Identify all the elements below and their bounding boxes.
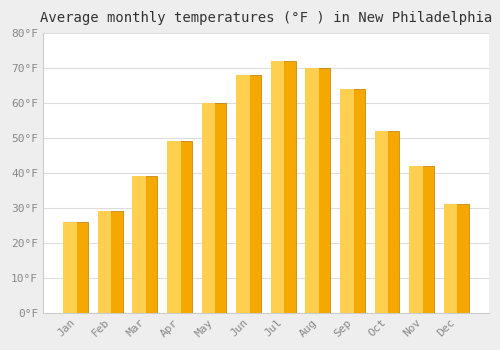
Bar — [342, 89, 365, 313]
Bar — [204, 103, 227, 313]
Bar — [412, 166, 434, 313]
Bar — [377, 131, 400, 313]
Bar — [66, 222, 88, 313]
Bar — [444, 204, 458, 313]
Bar — [374, 131, 388, 313]
Bar — [306, 68, 319, 313]
Bar — [167, 141, 180, 313]
Bar — [340, 89, 353, 313]
Bar — [134, 176, 157, 313]
Bar — [238, 75, 261, 313]
Bar — [132, 176, 146, 313]
Bar — [273, 61, 295, 313]
Bar — [308, 68, 330, 313]
Bar — [410, 166, 423, 313]
Bar — [202, 103, 215, 313]
Bar — [446, 204, 468, 313]
Bar — [271, 61, 284, 313]
Bar — [98, 211, 112, 313]
Title: Average monthly temperatures (°F ) in New Philadelphia: Average monthly temperatures (°F ) in Ne… — [40, 11, 492, 25]
Bar — [63, 222, 76, 313]
Bar — [100, 211, 122, 313]
Bar — [170, 141, 192, 313]
Bar — [236, 75, 250, 313]
